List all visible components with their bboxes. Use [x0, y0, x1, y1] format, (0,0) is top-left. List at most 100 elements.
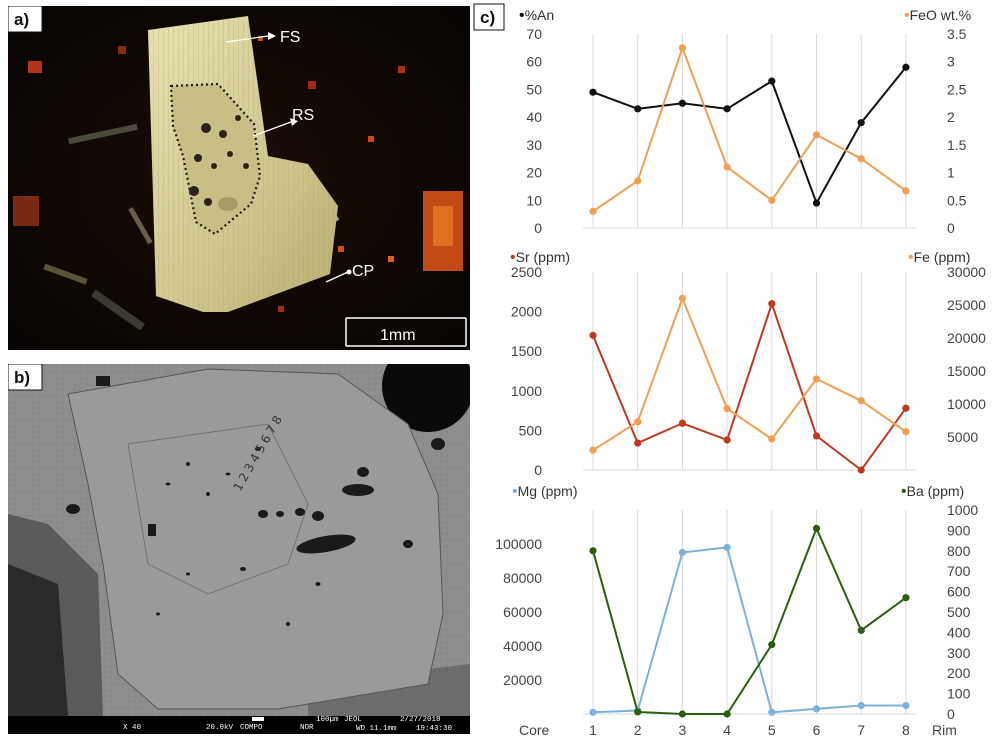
data-point — [812, 705, 821, 713]
legend-sr: •Sr (ppm) — [510, 249, 570, 266]
y2-tick-label: 5000 — [947, 429, 978, 445]
data-point — [723, 436, 731, 444]
y-tick-label: 100000 — [495, 536, 542, 552]
chart-mg-ba: •Mg (ppm) •Ba (ppm) 20000400006000080000… — [495, 483, 978, 738]
series-line — [592, 295, 907, 452]
chart-an-feo-gridlines — [583, 34, 916, 229]
data-point — [678, 548, 686, 557]
data-point — [678, 99, 686, 107]
data-point — [857, 466, 865, 474]
data-point — [768, 435, 776, 443]
x-tick-label: 8 — [902, 722, 910, 738]
y-tick-label: 60 — [526, 54, 542, 70]
legend-an-dot: • — [519, 7, 525, 24]
chart-mg-ba-x-axis: 1 2 3 4 5 6 7 8 Core Rim — [519, 722, 957, 738]
sem-scale-bar — [252, 717, 264, 721]
y2-tick-label: 900 — [947, 522, 971, 538]
y2-tick-label: 15000 — [947, 363, 986, 379]
y-tick-label: 40000 — [503, 638, 542, 654]
y2-tick-label: 100 — [947, 686, 971, 702]
y-tick-label: 20 — [526, 165, 542, 181]
series-line — [592, 44, 907, 213]
y-tick-label: 50 — [526, 81, 542, 97]
legend-an-text: %An — [525, 7, 555, 23]
data-point — [634, 418, 642, 426]
y2-tick-label: 400 — [947, 624, 971, 640]
x-tick-label: 3 — [679, 722, 687, 738]
y-tick-label: 1500 — [511, 343, 542, 359]
y2-tick-label: 25000 — [947, 297, 986, 313]
y2-tick-label: 30000 — [947, 264, 986, 280]
data-point — [768, 708, 776, 716]
chart-mg-ba-axis-left: 20000 40000 60000 80000 100000 — [495, 536, 542, 688]
y2-tick-label: 300 — [947, 645, 971, 661]
y2-tick-label: 800 — [947, 543, 971, 559]
y-tick-label: 80000 — [503, 570, 542, 586]
data-point — [812, 432, 821, 440]
panel-label-a: a) — [14, 10, 29, 29]
chart-an-feo-series — [589, 44, 910, 215]
y2-tick-label: 500 — [947, 604, 971, 620]
y2-tick-label: 2 — [947, 109, 955, 125]
bse-image-b: 1 2 3 4 5 6 7 8 X 40 20.0kV COMPO NOR 10… — [8, 364, 470, 734]
chart-sr-fe-axis-right: 5000 10000 15000 20000 25000 30000 — [947, 264, 986, 445]
scale-bar-label: 1mm — [380, 327, 416, 344]
data-point — [634, 439, 642, 447]
x-end-label-core: Core — [519, 722, 550, 738]
legend-an: •%An — [519, 7, 554, 24]
data-point — [902, 63, 910, 71]
sem-nor: NOR — [300, 724, 314, 732]
data-point — [589, 331, 597, 339]
data-point — [589, 207, 597, 215]
sem-voltage: 20.0kV — [206, 724, 234, 732]
data-point — [768, 641, 776, 649]
x-tick-label: 5 — [768, 722, 776, 738]
data-point — [723, 105, 731, 113]
data-point — [634, 105, 642, 113]
chart-mg-ba-series — [589, 524, 910, 718]
chart-sr-fe-series — [589, 294, 910, 474]
data-point — [678, 710, 686, 718]
data-point — [902, 701, 910, 710]
data-point — [589, 547, 597, 555]
legend-fe: •Fe (ppm) — [908, 249, 970, 266]
y2-tick-label: 700 — [947, 563, 971, 579]
y-tick-label: 20000 — [503, 672, 542, 688]
data-point — [857, 155, 865, 163]
data-point — [589, 446, 597, 454]
y2-tick-label: 600 — [947, 584, 971, 600]
legend-mg-dot: • — [512, 483, 518, 500]
chart-mg-ba-gridlines — [583, 510, 916, 715]
legend-fe-dot: • — [908, 249, 914, 266]
data-point — [723, 163, 731, 171]
chart-an-feo-axis-right: 0 0.5 1 1.5 2 2.5 3 3.5 — [947, 26, 967, 236]
x-tick-label: 7 — [857, 722, 865, 738]
y2-tick-label: 1000 — [947, 502, 978, 518]
y2-tick-label: 20000 — [947, 330, 986, 346]
sem-wd: WD 11.1mm — [356, 725, 397, 733]
sem-maker: JEOL — [344, 716, 363, 724]
legend-feo: •FeO wt.% — [904, 7, 971, 24]
y2-tick-label: 10000 — [947, 396, 986, 412]
data-point — [723, 543, 731, 552]
y-tick-label: 500 — [519, 422, 543, 438]
data-point — [768, 300, 776, 308]
label-rs: RS — [292, 107, 314, 124]
data-point — [678, 44, 686, 52]
data-point — [768, 196, 776, 204]
legend-fe-text: Fe (ppm) — [914, 249, 971, 265]
series-line — [592, 525, 907, 715]
data-point — [634, 177, 642, 185]
bse-dark-inclusions — [66, 376, 445, 626]
y-tick-label: 60000 — [503, 604, 542, 620]
y2-tick-label: 0.5 — [947, 192, 967, 208]
x-tick-label: 6 — [813, 722, 821, 738]
chart-an-feo-axis-left: 0 10 20 30 40 50 60 70 — [526, 26, 542, 236]
data-point — [857, 626, 865, 634]
chart-sr-fe: •Sr (ppm) •Fe (ppm) 05001000150020002500… — [510, 249, 986, 478]
photomicrograph-a: FS RS CP 1mm a) — [8, 6, 470, 350]
y-tick-label: 2000 — [511, 304, 542, 320]
data-point — [812, 524, 821, 532]
y-tick-label: 0 — [534, 220, 542, 236]
